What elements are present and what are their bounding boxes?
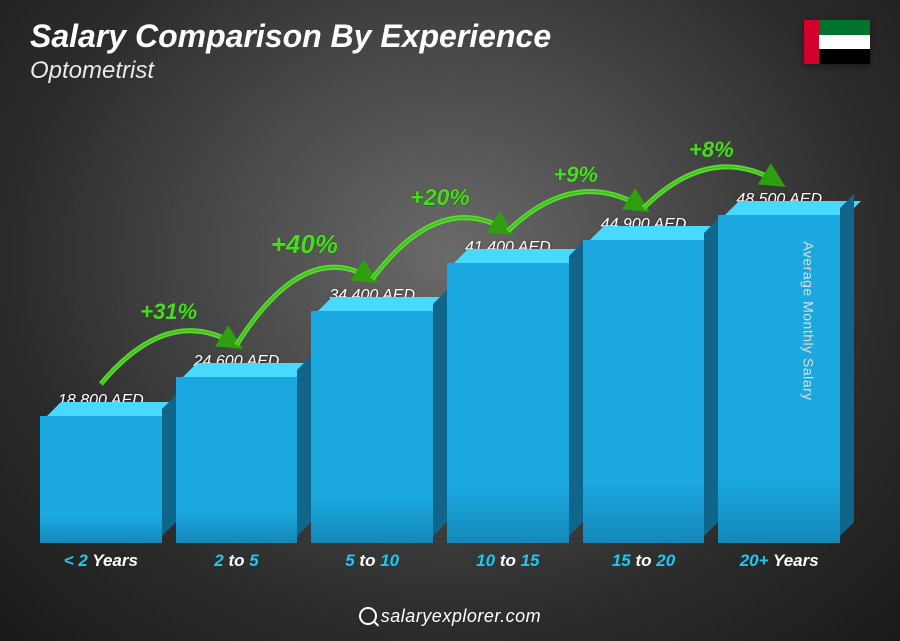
- bar-side: [297, 356, 311, 536]
- footer-text: salaryexplorer.com: [381, 606, 541, 626]
- magnifier-icon: [359, 607, 377, 625]
- chart-area: 18,800 AED24,600 AED34,400 AED41,400 AED…: [40, 110, 840, 571]
- bar-slot: 34,400 AED: [311, 110, 433, 543]
- x-axis-label: 10 to 15: [447, 551, 569, 571]
- bar-slot: 41,400 AED: [447, 110, 569, 543]
- x-axis-label: 5 to 10: [311, 551, 433, 571]
- bar-front: [583, 240, 705, 543]
- uae-flag-icon: [804, 20, 870, 64]
- bar-front: [447, 263, 569, 543]
- page-subtitle: Optometrist: [30, 57, 551, 85]
- x-axis-label: 20+ Years: [718, 551, 840, 571]
- bar-front: [311, 311, 433, 543]
- bar-side: [569, 242, 583, 536]
- bar: [176, 377, 298, 543]
- title-block: Salary Comparison By Experience Optometr…: [30, 18, 551, 85]
- flag-stripes: [819, 20, 870, 64]
- flag-white: [819, 35, 870, 50]
- bar-slot: 18,800 AED: [40, 110, 162, 543]
- bar-slot: 24,600 AED: [176, 110, 298, 543]
- bar: [718, 215, 840, 543]
- bar-side: [433, 290, 447, 536]
- x-axis-label: < 2 Years: [40, 551, 162, 571]
- bar-front: [718, 215, 840, 543]
- bar: [311, 311, 433, 543]
- flag-green: [819, 20, 870, 35]
- bar-side: [704, 219, 718, 536]
- flag-black: [819, 49, 870, 64]
- bar-slot: 44,900 AED: [583, 110, 705, 543]
- bar: [447, 263, 569, 543]
- bar: [40, 416, 162, 543]
- bar-front: [40, 416, 162, 543]
- bar-slot: 48,500 AED: [718, 110, 840, 543]
- x-axis-label: 2 to 5: [176, 551, 298, 571]
- page-title: Salary Comparison By Experience: [30, 18, 551, 55]
- bar-side: [840, 194, 854, 536]
- flag-red: [804, 20, 819, 64]
- bar: [583, 240, 705, 543]
- bar-side: [162, 395, 176, 536]
- footer: salaryexplorer.com: [0, 606, 900, 627]
- bars-container: 18,800 AED24,600 AED34,400 AED41,400 AED…: [40, 110, 840, 543]
- x-axis-label: 15 to 20: [583, 551, 705, 571]
- bar-front: [176, 377, 298, 543]
- y-axis-label: Average Monthly Salary: [800, 241, 816, 400]
- x-axis-labels: < 2 Years 2 to 5 5 to 10 10 to 15 15 to 20 20…: [40, 551, 840, 571]
